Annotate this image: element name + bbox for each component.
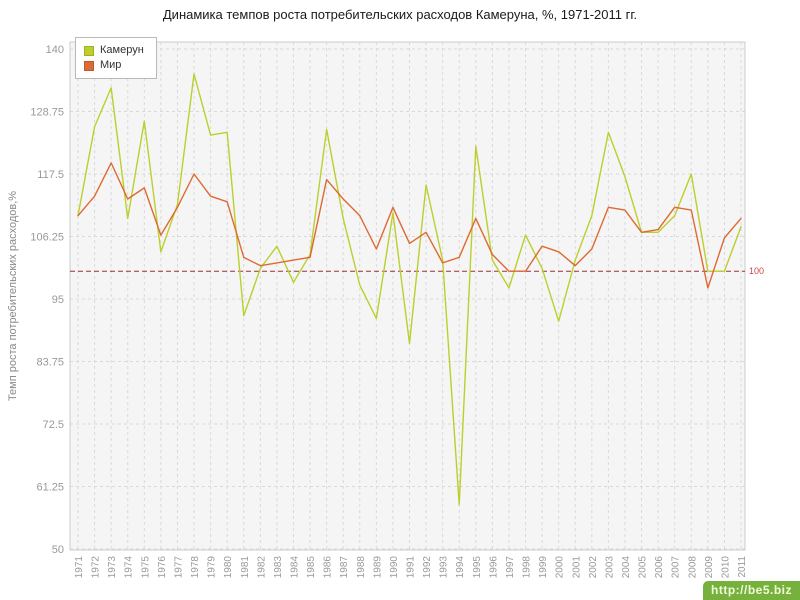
- svg-text:140: 140: [46, 44, 64, 56]
- svg-text:1975: 1975: [140, 556, 151, 579]
- svg-text:106.25: 106.25: [30, 232, 64, 244]
- svg-text:117.5: 117.5: [37, 169, 64, 181]
- svg-text:2000: 2000: [555, 556, 566, 579]
- y-axis-label: Темп роста потребительских расходов,%: [7, 190, 19, 402]
- svg-text:1984: 1984: [289, 556, 300, 579]
- svg-text:1991: 1991: [406, 556, 417, 579]
- svg-text:83.75: 83.75: [36, 357, 64, 369]
- svg-text:1988: 1988: [356, 556, 367, 579]
- legend-label-world: Мир: [100, 59, 122, 71]
- svg-text:1989: 1989: [372, 556, 383, 579]
- watermark-link[interactable]: http://be5.biz: [703, 581, 800, 600]
- svg-text:72.5: 72.5: [43, 419, 64, 431]
- svg-text:1973: 1973: [107, 556, 118, 579]
- svg-text:2010: 2010: [720, 556, 731, 579]
- svg-text:1997: 1997: [505, 556, 516, 579]
- svg-text:128.75: 128.75: [30, 107, 64, 119]
- svg-text:2001: 2001: [571, 556, 582, 579]
- svg-text:1999: 1999: [538, 556, 549, 579]
- svg-text:2006: 2006: [654, 556, 665, 579]
- svg-text:2004: 2004: [621, 556, 632, 579]
- svg-text:1979: 1979: [207, 556, 218, 579]
- svg-text:1971: 1971: [74, 556, 85, 579]
- legend-item-cameroon: Камерун: [84, 43, 144, 58]
- svg-text:1996: 1996: [488, 556, 499, 579]
- svg-text:95: 95: [52, 294, 64, 306]
- svg-text:1998: 1998: [522, 556, 533, 579]
- svg-text:2011: 2011: [737, 556, 748, 578]
- legend-swatch-cameroon: [84, 45, 94, 56]
- svg-text:2002: 2002: [588, 556, 599, 579]
- svg-text:1995: 1995: [472, 556, 483, 579]
- legend-swatch-world: [84, 60, 94, 71]
- legend: Камерун Мир: [75, 37, 157, 79]
- svg-text:2003: 2003: [604, 556, 615, 579]
- svg-text:100: 100: [749, 266, 764, 276]
- svg-text:2009: 2009: [704, 556, 715, 579]
- svg-text:2008: 2008: [687, 556, 698, 579]
- svg-text:50: 50: [52, 544, 64, 556]
- svg-text:61.25: 61.25: [36, 482, 64, 494]
- svg-text:1981: 1981: [240, 556, 251, 579]
- svg-text:1985: 1985: [306, 556, 317, 579]
- svg-text:2005: 2005: [638, 556, 649, 579]
- svg-text:1993: 1993: [439, 556, 450, 579]
- svg-text:1978: 1978: [190, 556, 201, 579]
- svg-text:1972: 1972: [91, 556, 102, 579]
- legend-label-cameroon: Камерун: [100, 44, 144, 56]
- svg-text:1987: 1987: [339, 556, 350, 579]
- svg-text:1976: 1976: [157, 556, 168, 579]
- svg-text:1992: 1992: [422, 556, 433, 579]
- svg-text:1983: 1983: [273, 556, 284, 579]
- chart-title: Динамика темпов роста потребительских ра…: [162, 7, 638, 22]
- svg-text:1977: 1977: [173, 556, 184, 579]
- svg-text:1994: 1994: [455, 556, 466, 579]
- svg-text:2007: 2007: [671, 556, 682, 579]
- svg-text:1980: 1980: [223, 556, 234, 579]
- legend-item-world: Мир: [84, 58, 144, 73]
- svg-text:1986: 1986: [323, 556, 334, 579]
- svg-text:1974: 1974: [124, 556, 135, 579]
- svg-text:1982: 1982: [256, 556, 267, 579]
- svg-text:1990: 1990: [389, 556, 400, 579]
